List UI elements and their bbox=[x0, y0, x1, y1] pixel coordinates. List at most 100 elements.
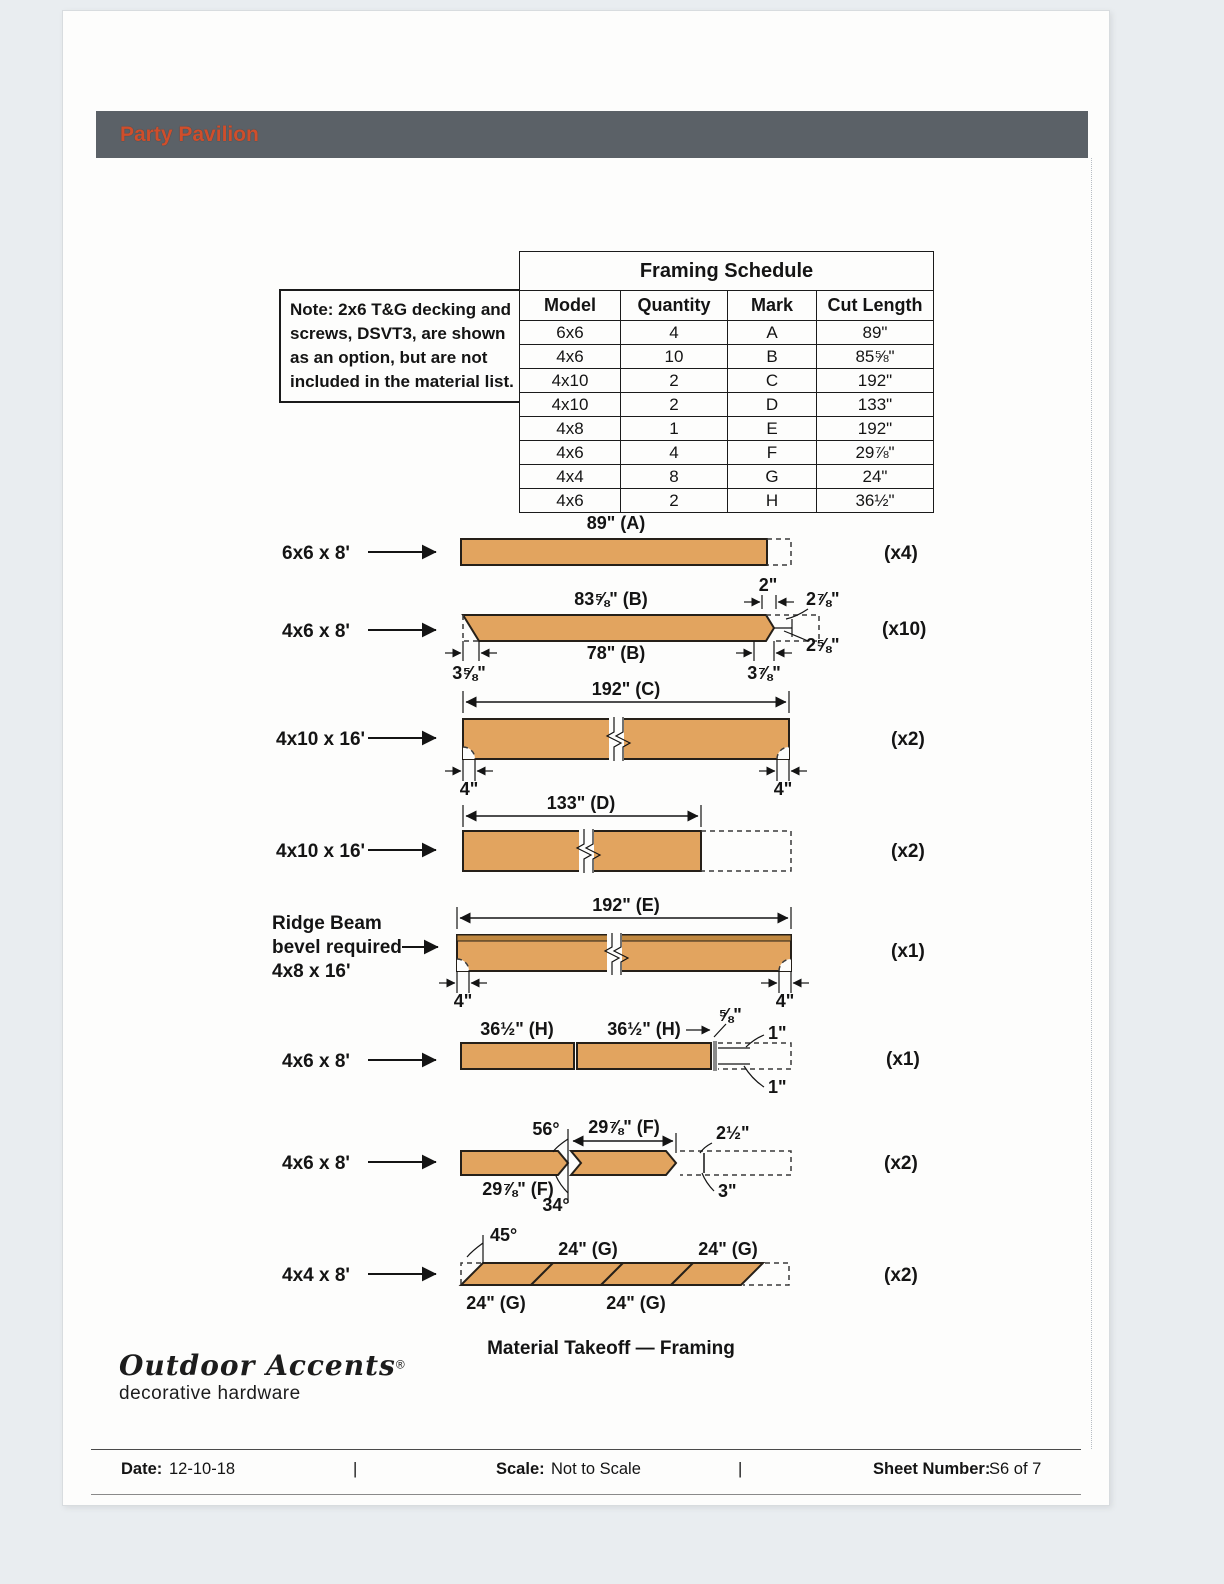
dim-label: 192" (C) bbox=[592, 679, 661, 699]
dim-label: 1" bbox=[768, 1023, 787, 1043]
note-line: included in the material list. bbox=[290, 372, 514, 391]
diagram-a-6x6: 6x6 x 8' 89" (A) (x4) bbox=[282, 513, 918, 566]
board bbox=[460, 1150, 570, 1176]
notch-arc bbox=[462, 746, 476, 760]
dim-label: 1" bbox=[768, 1077, 787, 1097]
dim-label: 24" (G) bbox=[466, 1293, 526, 1313]
table-title: Framing Schedule bbox=[519, 251, 934, 291]
note-line: as an option, but are not bbox=[290, 348, 488, 367]
waste-outline bbox=[460, 1262, 481, 1285]
break-symbol bbox=[605, 717, 623, 761]
dim-label: 24" (G) bbox=[698, 1239, 758, 1259]
waste-outline bbox=[718, 1042, 792, 1070]
dim-label: 24" (G) bbox=[558, 1239, 618, 1259]
note-line: Note: 2x6 T&G decking and bbox=[290, 300, 512, 319]
table-row: 4x10 2 C 192" bbox=[519, 368, 934, 393]
registered-mark: ® bbox=[395, 1357, 405, 1372]
board bbox=[460, 1042, 575, 1070]
dim-label: 2" bbox=[759, 575, 778, 595]
board bbox=[461, 614, 776, 642]
dim-label: 2½" bbox=[716, 1123, 750, 1143]
table-row: 6x6 4 A 89" bbox=[519, 320, 934, 345]
dim-label: 3" bbox=[718, 1181, 737, 1201]
break-symbol bbox=[603, 933, 621, 975]
count-label: (x2) bbox=[884, 1265, 918, 1286]
document-page: Party Pavilion Note: 2x6 T&G decking and… bbox=[62, 10, 1110, 1506]
angle-arc bbox=[555, 1175, 569, 1194]
angle-arc bbox=[466, 1242, 484, 1258]
separator: | bbox=[738, 1460, 743, 1478]
dim-label: 3⅝" bbox=[452, 663, 486, 683]
scale-label: Scale: bbox=[496, 1460, 545, 1478]
dim-label: 24" (G) bbox=[606, 1293, 666, 1313]
table-row: 4x6 10 B 85⅝" bbox=[519, 344, 934, 369]
dim-label: ⅝" bbox=[718, 1005, 742, 1025]
framing-schedule-table: Framing Schedule Model Quantity Mark Cut… bbox=[519, 251, 934, 513]
sheet-number-label: Sheet Number: bbox=[873, 1460, 991, 1478]
angle-label: 45° bbox=[490, 1225, 517, 1245]
lumber-label: 6x6 x 8' bbox=[282, 543, 350, 564]
leader-line bbox=[713, 1023, 727, 1038]
lumber-label: 4x4 x 8' bbox=[282, 1265, 350, 1286]
break-symbol bbox=[575, 829, 593, 873]
diagram-e-ridge-beam: Ridge Beam bevel required 4x8 x 16' 192"… bbox=[272, 895, 925, 1011]
count-label: (x1) bbox=[891, 941, 925, 962]
waste-outline bbox=[766, 614, 820, 642]
break-symbol bbox=[614, 717, 632, 761]
dim-label: 36½" (H) bbox=[607, 1019, 681, 1039]
waste-outline bbox=[743, 1262, 790, 1286]
bevel-strip bbox=[456, 934, 792, 942]
dim-label: 29⅞" (F) bbox=[482, 1179, 554, 1199]
waste-outline bbox=[701, 830, 792, 872]
date-value: 12-10-18 bbox=[169, 1460, 236, 1478]
note-line: screws, DSVT3, are shown bbox=[290, 324, 506, 343]
lumber-label: 4x8 x 16' bbox=[272, 961, 350, 982]
scale-value: Not to Scale bbox=[551, 1460, 641, 1478]
table-row: 4x6 2 H 36½" bbox=[519, 488, 934, 513]
count-label: (x2) bbox=[884, 1153, 918, 1174]
dim-label: 192" (E) bbox=[592, 895, 660, 915]
dim-label: 3⅞" bbox=[747, 663, 781, 683]
dim-label: 89" (A) bbox=[587, 513, 646, 533]
dim-label: 36½" (H) bbox=[480, 1019, 554, 1039]
diagram-h-4x6: 4x6 x 8' 36½" (H) 36½" (H) ⅝" 1" 1" (x1) bbox=[282, 1005, 920, 1097]
dim-label: 2⅞" bbox=[806, 589, 840, 609]
dim-label: 2⅝" bbox=[806, 635, 840, 655]
table-row: 4x8 1 E 192" bbox=[519, 416, 934, 441]
notch-arc bbox=[776, 746, 790, 760]
count-label: (x2) bbox=[891, 841, 925, 862]
leader-line bbox=[701, 1172, 715, 1192]
angle-arc bbox=[552, 1138, 569, 1153]
dim-label: 4" bbox=[776, 991, 795, 1011]
table-row: 4x10 2 D 133" bbox=[519, 392, 934, 417]
lumber-label: 4x6 x 8' bbox=[282, 1153, 350, 1174]
lumber-label: 4x6 x 8' bbox=[282, 1051, 350, 1072]
header-bar: Party Pavilion bbox=[96, 111, 1088, 158]
board bbox=[462, 718, 790, 760]
waste-outline bbox=[462, 615, 479, 642]
waste-outline bbox=[767, 538, 792, 566]
count-label: (x1) bbox=[886, 1049, 920, 1070]
brand-name: Outdoor Accents bbox=[119, 1349, 396, 1382]
count-label: (x4) bbox=[884, 543, 918, 564]
col-header-model: Model bbox=[519, 290, 621, 321]
dim-label: 4" bbox=[454, 991, 473, 1011]
date-label: Date: bbox=[121, 1460, 163, 1478]
col-header-cutlength: Cut Length bbox=[816, 290, 934, 321]
count-label: (x10) bbox=[882, 619, 926, 640]
leader-line bbox=[743, 1065, 765, 1088]
lumber-label: 4x10 x 16' bbox=[276, 729, 365, 750]
table-title-row: Framing Schedule bbox=[519, 251, 934, 291]
diagram-d-4x10: 4x10 x 16' 133" (D) (x2) bbox=[276, 793, 925, 873]
sheet-number-value: S6 of 7 bbox=[989, 1460, 1042, 1478]
dim-label: 83⅝" (B) bbox=[574, 589, 648, 609]
angle-label: 34° bbox=[542, 1195, 569, 1215]
table-row: 4x6 4 F 29⅞" bbox=[519, 440, 934, 465]
brand-logo: Outdoor Accents® decorative hardware bbox=[119, 1349, 405, 1405]
col-header-mark: Mark bbox=[727, 290, 817, 321]
title-block-footer: Date: 12-10-18 | Scale: Not to Scale | S… bbox=[91, 1449, 1081, 1495]
separator: | bbox=[353, 1460, 358, 1478]
board bbox=[460, 538, 768, 566]
angle-label: 56° bbox=[532, 1119, 559, 1139]
